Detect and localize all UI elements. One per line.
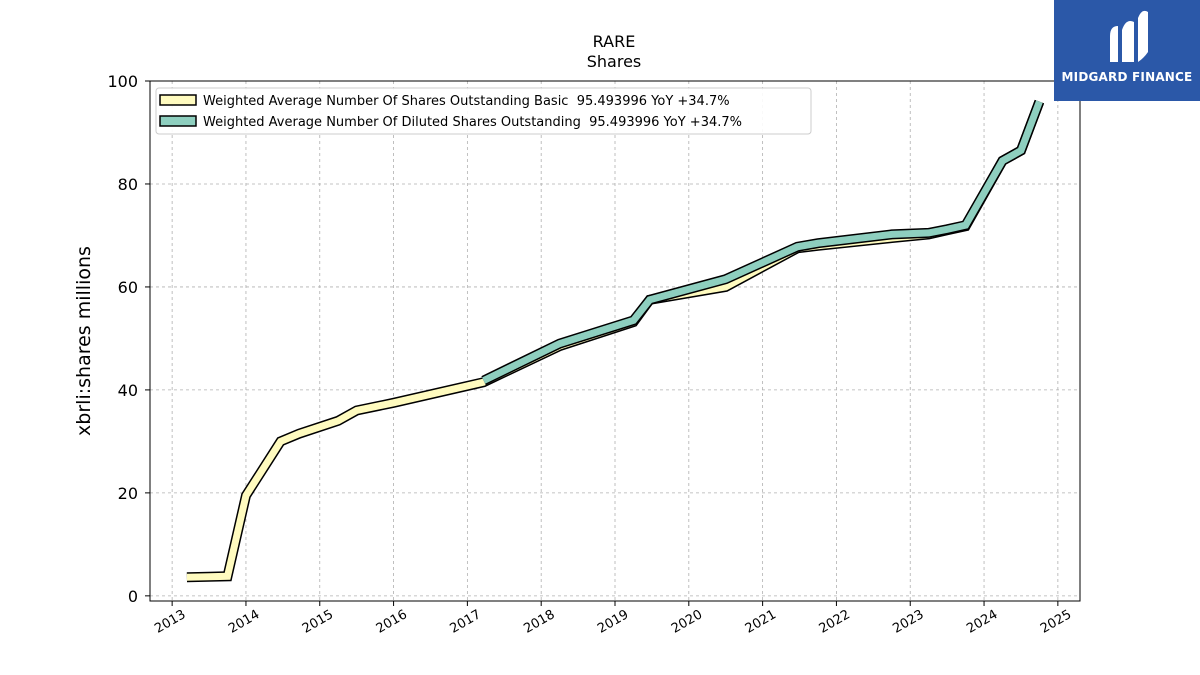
grid-lines — [150, 80, 1080, 601]
axes: 2013 2014 2015 2016 2017 2018 2019 2020 2021 2022… — [107, 72, 1074, 637]
x-tick-label: 2016 — [374, 607, 410, 637]
legend: Weighted Average Number Of Shares Outsta… — [155, 87, 812, 135]
legend-swatch-diluted — [159, 115, 197, 127]
legend-label-diluted: Weighted Average Number Of Diluted Share… — [203, 115, 742, 130]
series-line-outline-basic — [186, 99, 1045, 583]
y-tick-label: 0 — [128, 587, 138, 606]
x-tick-label: 2019 — [595, 607, 631, 637]
x-tick-label: 2021 — [743, 607, 779, 637]
brand-name: MIDGARD FINANCE — [1061, 70, 1193, 84]
x-tick-label: 2022 — [817, 607, 853, 637]
x-tick-label: 2024 — [964, 607, 1000, 637]
brand-logo: MIDGARD FINANCE — [1054, 0, 1200, 101]
chart-title: RARE — [592, 32, 636, 51]
x-tick-label: 2014 — [226, 607, 262, 637]
y-tick-label: 40 — [118, 381, 138, 400]
chart-subtitle: Shares — [586, 52, 642, 71]
legend-swatch-basic — [159, 94, 197, 106]
x-tick-label: 2020 — [669, 607, 705, 637]
series-lines — [186, 99, 1045, 583]
legend-label-basic: Weighted Average Number Of Shares Outsta… — [203, 94, 730, 109]
x-tick-label: 2025 — [1038, 607, 1074, 637]
y-axis-label: xbrli:shares millions — [73, 246, 95, 436]
y-tick-label: 20 — [118, 484, 138, 503]
series-line-basic — [186, 100, 1043, 581]
series-line-diluted — [482, 100, 1043, 384]
legend-box — [155, 87, 812, 135]
y-tick-label: 80 — [118, 175, 138, 194]
y-tick-label: 100 — [107, 72, 138, 91]
x-tick-label: 2018 — [521, 607, 557, 637]
midgard-logo-icon — [1110, 10, 1148, 62]
x-tick-label: 2015 — [300, 607, 336, 637]
x-tick-label: 2013 — [152, 607, 188, 637]
x-tick-label: 2023 — [890, 607, 926, 637]
x-tick-label: 2017 — [448, 607, 484, 637]
y-tick-label: 60 — [118, 278, 138, 297]
